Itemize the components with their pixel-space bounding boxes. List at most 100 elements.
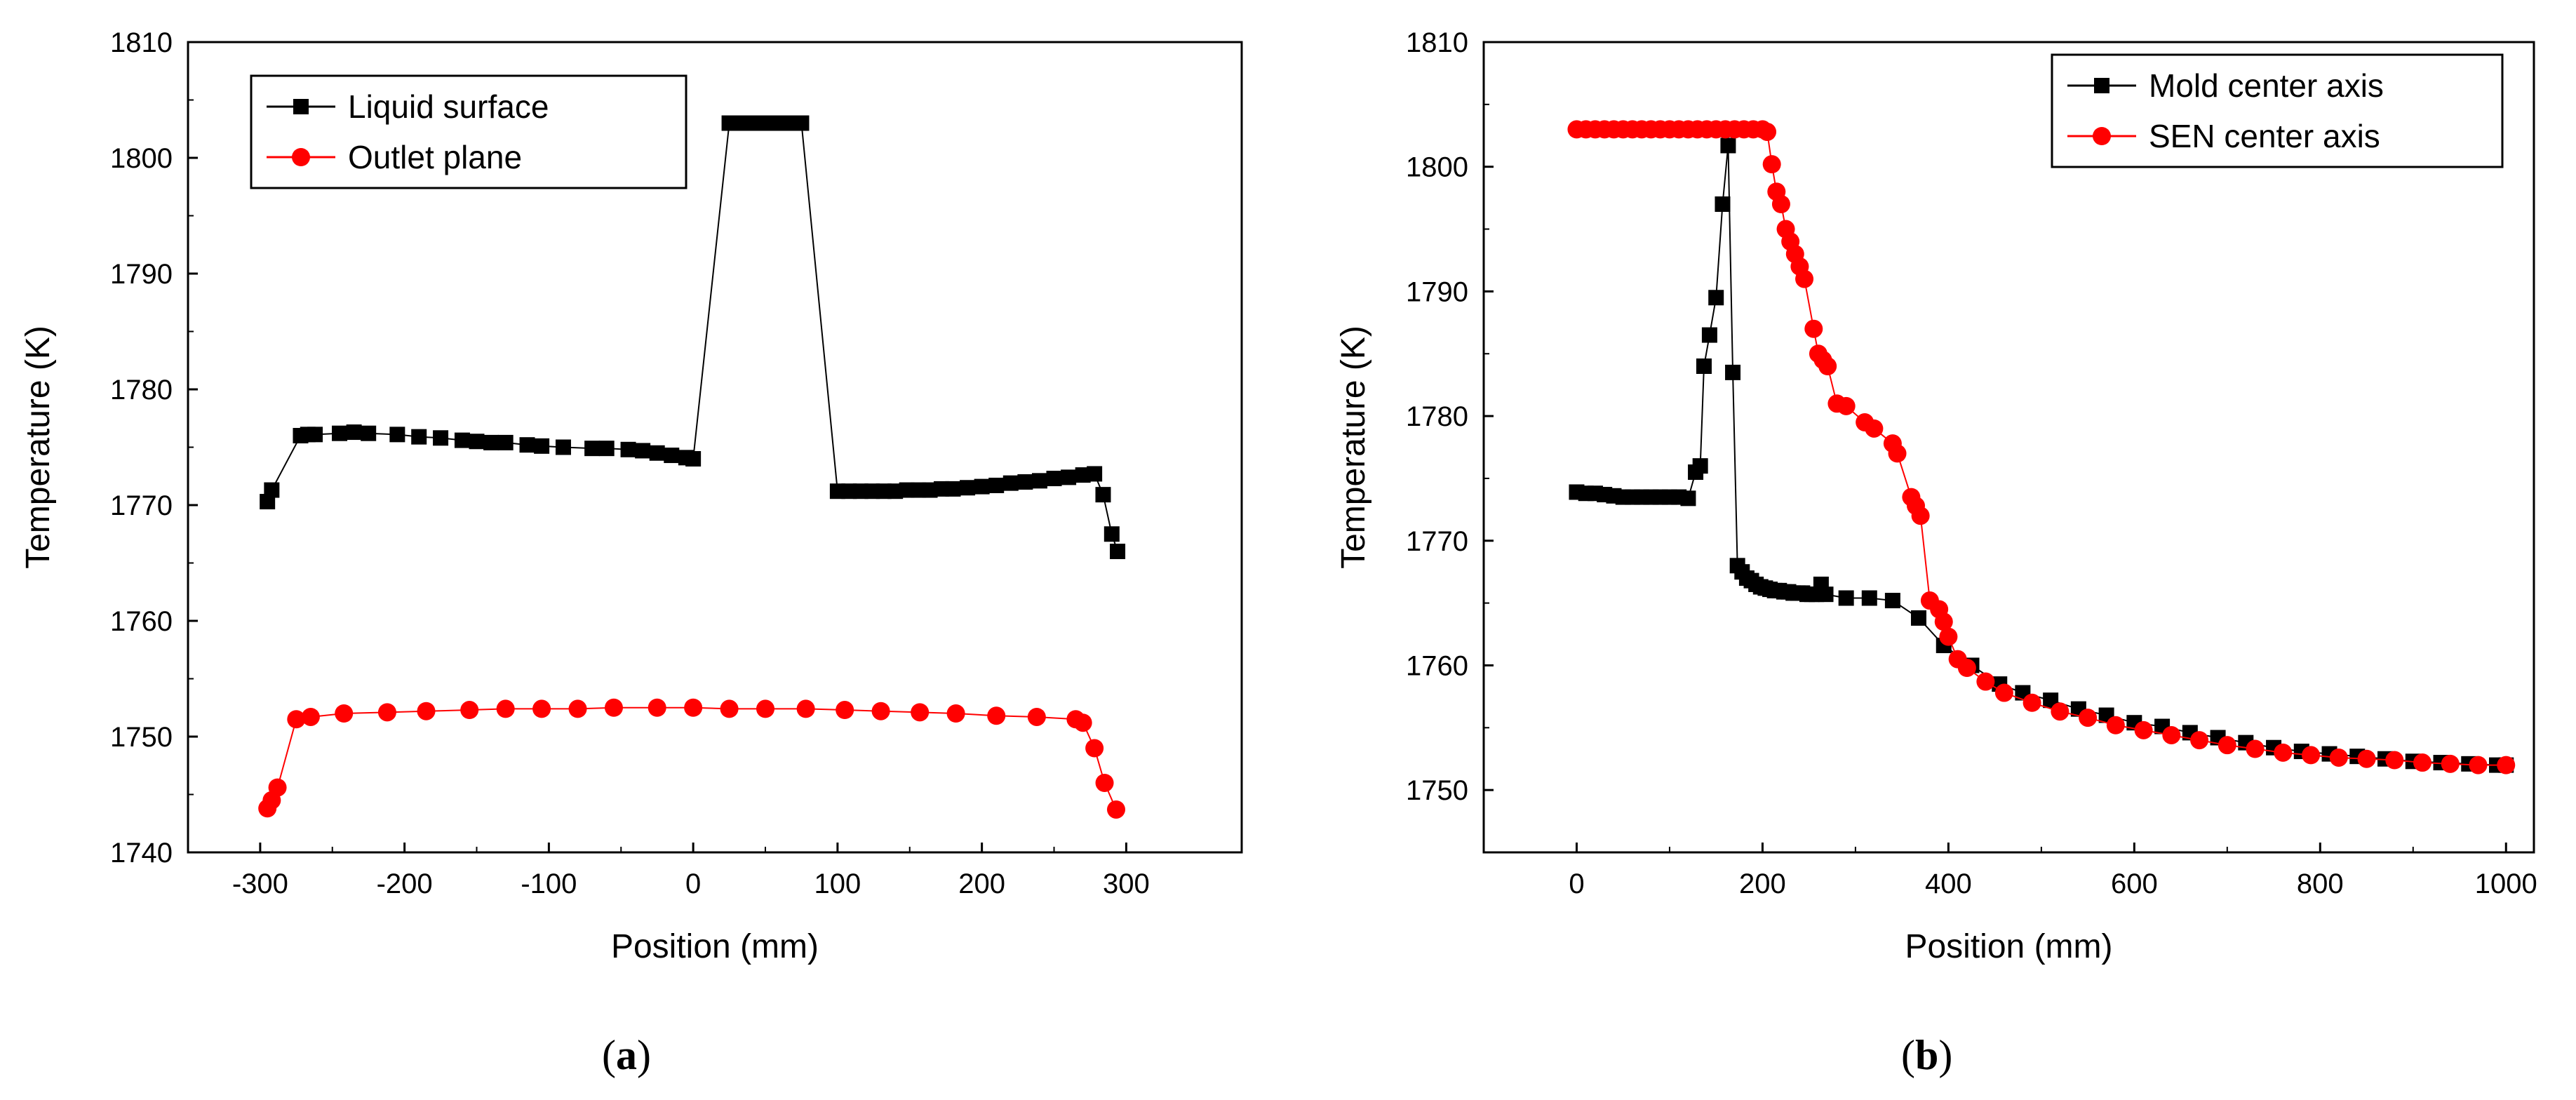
chart-a-series-1-point xyxy=(1103,526,1120,542)
chart-b-series-2-point xyxy=(1976,672,1995,691)
chart-a-series-2-point xyxy=(836,701,854,720)
chart-a-series-1-point xyxy=(736,115,752,131)
chart-a-xtick-label: 200 xyxy=(958,868,1005,899)
chart-b-series-2-point xyxy=(2497,756,2516,774)
chart-a-series-2-point xyxy=(377,703,396,722)
chart-b-series-2-point xyxy=(2441,754,2460,773)
caption-b-letter: b xyxy=(1914,1032,1939,1078)
caption-a-close: ) xyxy=(636,1032,651,1078)
chart-b-series-2-point xyxy=(2302,746,2321,765)
chart-a-series-2-point xyxy=(301,707,320,726)
chart-a-series-1-point xyxy=(721,115,737,131)
caption-a: (a) xyxy=(602,1031,651,1080)
chart-a-series-2-point xyxy=(460,701,479,720)
chart-a-legend-box xyxy=(250,74,687,189)
caption-b-close: ) xyxy=(1938,1032,1953,1078)
chart-a-xtick-label: -100 xyxy=(521,868,577,899)
chart-a-xtick-label: 0 xyxy=(685,868,701,899)
chart-a-legend-marker xyxy=(292,148,310,166)
chart-a-series-1-point xyxy=(598,441,615,457)
chart-a-ytick-label: 1740 xyxy=(110,838,173,868)
chart-b-series-2-point xyxy=(2106,716,2125,735)
chart-b-series-1-point xyxy=(1680,490,1696,507)
chart-a-x-axis-label: Position (mm) xyxy=(611,928,819,965)
chart-a-series-1-point xyxy=(1110,544,1126,559)
chart-a-series-2-point xyxy=(648,698,666,717)
chart-b-legend-marker xyxy=(2094,78,2109,93)
chart-a-series-1-point xyxy=(635,443,651,459)
chart-a-series-1 xyxy=(260,115,1126,559)
chart-a-series-1-point xyxy=(620,441,636,457)
chart-b-series-2-point xyxy=(2246,739,2265,758)
chart-a-series-2-point xyxy=(287,710,306,729)
chart-b-series-1-point xyxy=(1708,290,1724,306)
chart-b-plot-frame xyxy=(1482,41,2535,854)
chart-a-series-2-point xyxy=(1085,739,1104,758)
chart-a-series-1-point xyxy=(483,434,499,450)
chart-a-series-2-point xyxy=(796,699,815,718)
chart-b-legend-box xyxy=(2051,53,2504,168)
chart-b-series-1-point xyxy=(1861,590,1877,606)
chart-b-ytick-label: 1800 xyxy=(1406,152,1468,183)
chart-a-y-axis-label: Temperature (K) xyxy=(20,326,57,569)
chart-a-series-2-point xyxy=(871,702,890,720)
chart-a-series-1-point xyxy=(307,427,323,443)
chart-b-series-2-point xyxy=(2079,709,2098,727)
chart-b-series-2-line xyxy=(1576,128,2507,766)
chart-b-ytick-label: 1810 xyxy=(1406,27,1468,58)
chart-a-ytick-label: 1780 xyxy=(110,375,173,405)
chart-a-series-1-point xyxy=(988,477,1005,493)
chart-b-series-2-point xyxy=(2051,702,2069,721)
chart-b-series-2-point xyxy=(2357,749,2376,768)
caption-b-open: ( xyxy=(1901,1032,1915,1078)
chart-a-series-2-point xyxy=(756,699,775,718)
chart-b-series-2-point xyxy=(1934,612,1953,631)
chart-a-series-2-point xyxy=(911,703,930,722)
chart-b-ytick-label: 1780 xyxy=(1406,401,1468,432)
chart-a-series-1-point xyxy=(960,480,976,496)
chart-a-series-2-point xyxy=(720,699,739,718)
chart-a-series-1-point xyxy=(1046,471,1062,487)
chart-b-series-1-line xyxy=(1576,145,2507,766)
chart-b-series-2-point xyxy=(1758,122,1777,141)
chart-a-series-1-point xyxy=(389,427,405,443)
chart-b-series-2-point xyxy=(2022,693,2041,712)
caption-a-open: ( xyxy=(602,1032,616,1078)
chart-b-xtick-label: 200 xyxy=(1739,868,1786,899)
chart-b-series-2-point xyxy=(1888,444,1907,463)
chart-a-series-2-point xyxy=(987,706,1006,725)
chart-b-series-2-point xyxy=(1804,319,1823,338)
chart-b-xtick-label: 800 xyxy=(2297,868,2344,899)
chart-b-series-1 xyxy=(1569,138,2514,773)
chart-a-series-1-point xyxy=(1031,473,1047,489)
chart-b-x-axis-label: Position (mm) xyxy=(1905,928,2112,965)
chart-b-series-1-point xyxy=(1884,593,1900,609)
chart-a-series-2-point xyxy=(684,698,703,717)
chart-a-legend-marker xyxy=(293,99,309,114)
chart-a-series-1-point xyxy=(1002,475,1019,491)
chart-b-series-2-point xyxy=(2329,748,2348,767)
chart-a-series-1-point xyxy=(649,445,665,461)
chart-a-series-2-point xyxy=(568,699,587,718)
chart-a-series-1-point xyxy=(469,434,485,450)
chart-a-series-1-point xyxy=(433,430,449,446)
chart-b-series-1-point xyxy=(1696,358,1712,374)
chart-b-series-2-point xyxy=(1939,627,1958,646)
chart-b: 0 200 400 600 800 1000 1750 1760 1770 1780 1790 180… xyxy=(1335,27,2537,965)
chart-a-series-1-point xyxy=(519,437,535,453)
chart-a-series-1-point xyxy=(1017,474,1033,490)
chart-a-series-1-point xyxy=(779,115,795,131)
chart-a-series-1-point xyxy=(664,448,680,464)
chart-b-series-1-point xyxy=(1701,327,1717,343)
chart-b-series-2-point xyxy=(2190,731,2209,750)
chart-a-series-1-point xyxy=(264,482,280,498)
chart-a-series-1-point xyxy=(1061,469,1077,485)
chart-a-series-2-line xyxy=(267,706,1117,810)
chart-a-series-2 xyxy=(258,698,1125,819)
chart-b-series-2-point xyxy=(1762,155,1781,174)
chart-b-series-2-point xyxy=(2385,751,2404,770)
chart-b-series-2-point xyxy=(1771,195,1790,213)
chart-b-legend-label: Mold center axis xyxy=(2149,67,2384,104)
chart-a-ytick-label: 1790 xyxy=(110,259,173,290)
